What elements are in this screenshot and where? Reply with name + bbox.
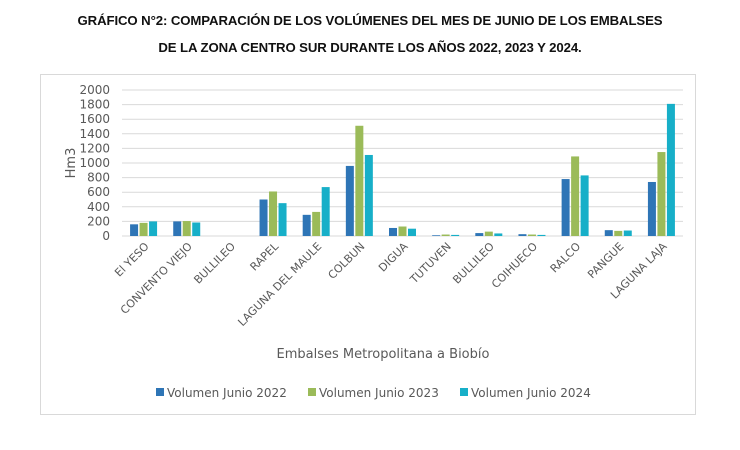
bar-1-8 — [432, 235, 441, 236]
x-tick-label: PANGUE — [585, 240, 626, 281]
x-tick-label: El YESO — [112, 240, 152, 280]
legend-label-1: Volumen Junio 2022 — [167, 386, 287, 400]
gridlines — [122, 89, 683, 237]
x-axis-title: Embalses Metropolitana a Biobío — [277, 347, 490, 362]
y-tick-label: 1000 — [79, 156, 110, 170]
bar-1-12 — [604, 230, 613, 236]
bar-1-10 — [518, 234, 527, 236]
bar-2-1 — [139, 222, 148, 236]
chart-title-line-2: DE LA ZONA CENTRO SUR DURANTE LOS AÑOS 2… — [158, 40, 582, 55]
chart-title-line-1: GRÁFICO N°2: COMPARACIÓN DE LOS VOLÚMENE… — [77, 13, 663, 28]
bar-1-4 — [259, 199, 268, 236]
y-tick-label: 2000 — [79, 83, 110, 97]
bars — [130, 103, 675, 237]
bar-1-13 — [647, 181, 656, 236]
bar-2-6 — [355, 125, 364, 236]
y-axis-title: Hm3 — [64, 148, 79, 179]
bar-2-10 — [527, 234, 536, 236]
x-tick-label: COLBUN — [326, 240, 368, 282]
x-tick-label: RAPEL — [248, 239, 282, 273]
bar-1-11 — [561, 179, 570, 236]
bar-3-10 — [537, 234, 546, 236]
bar-3-12 — [623, 230, 632, 236]
bar-2-12 — [614, 230, 623, 236]
x-tick-label: LAGUNA DEL MAULE — [235, 240, 324, 329]
bar-2-2 — [182, 221, 191, 236]
chart-container — [40, 74, 696, 415]
x-tick-label: BULLILEO — [191, 240, 238, 287]
bar-2-5 — [312, 211, 321, 236]
legend-label-3: Volumen Junio 2024 — [471, 386, 591, 400]
bar-1-1 — [130, 224, 139, 236]
y-tick-label: 0 — [102, 229, 110, 243]
legend-label-2: Volumen Junio 2023 — [319, 386, 439, 400]
bar-3-7 — [408, 228, 416, 236]
bar-2-4 — [269, 191, 278, 236]
bar-1-7 — [389, 227, 397, 236]
y-tick-label: 200 — [87, 214, 110, 228]
bar-1-6 — [345, 165, 354, 236]
y-tick-label: 600 — [87, 185, 110, 199]
bar-2-7 — [398, 226, 407, 236]
bar-3-13 — [666, 103, 675, 237]
bar-2-9 — [484, 231, 493, 236]
bar-3-11 — [580, 175, 589, 236]
bar-3-5 — [321, 187, 330, 236]
x-tick-label: DIGUA — [376, 240, 411, 275]
x-tick-label: TUTUVEN — [407, 240, 454, 287]
bar-3-4 — [278, 203, 287, 236]
y-tick-label: 1200 — [79, 141, 110, 155]
y-tick-label: 1600 — [79, 112, 110, 126]
bar-1-9 — [475, 233, 484, 236]
y-tick-label: 400 — [87, 200, 110, 214]
y-tick-label: 1400 — [79, 127, 110, 141]
y-tick-label: 1800 — [79, 98, 110, 112]
bar-3-9 — [494, 233, 503, 236]
x-tick-label: COIHUECO — [489, 240, 540, 291]
bar-3-2 — [192, 222, 201, 236]
legend-swatch-3 — [460, 388, 468, 396]
legend-swatch-2 — [308, 388, 316, 396]
bar-1-2 — [173, 221, 182, 236]
legend: Volumen Junio 2022 Volumen Junio 2023 Volu… — [156, 386, 591, 400]
x-tick-label: CONVENTO VIEJO — [118, 240, 195, 317]
bar-2-13 — [657, 152, 666, 236]
x-tick-label: RALCO — [548, 240, 584, 276]
y-tick-label: 800 — [87, 171, 110, 185]
bar-3-8 — [451, 234, 460, 236]
bar-2-11 — [571, 156, 580, 236]
bar-1-5 — [302, 214, 311, 236]
legend-swatch-1 — [156, 388, 164, 396]
bar-3-6 — [364, 154, 373, 236]
bar-3-1 — [149, 221, 158, 236]
bar-2-8 — [441, 234, 450, 236]
